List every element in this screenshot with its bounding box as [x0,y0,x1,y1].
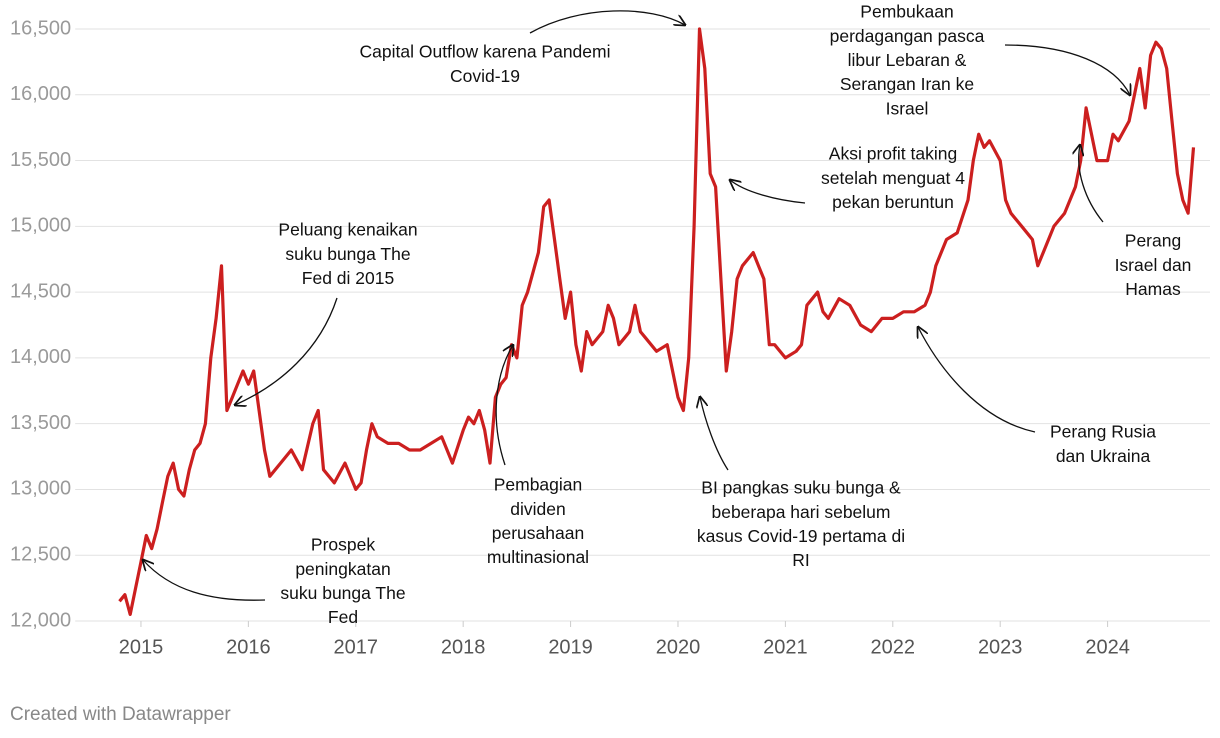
annotation-text: suku bunga The [285,244,410,264]
annotation-text: Israel [886,98,929,118]
x-tick-label: 2022 [871,636,916,658]
annotation-text: kasus Covid-19 pertama di [697,526,905,546]
x-tick-label: 2020 [656,636,701,658]
annotation-text: Fed [328,607,358,627]
y-tick-label: 16,000 [10,83,71,105]
label-bg [8,609,76,632]
label-bg [8,346,76,369]
arrow [529,10,685,34]
y-tick-label: 12,000 [10,609,71,631]
x-tick-label: 2015 [119,636,164,658]
y-tick-label: 13,500 [10,412,71,434]
arrow [700,397,729,471]
annotation-text: Serangan Iran ke [840,74,974,94]
arrow [1004,44,1130,95]
annotation-text: peningkatan [295,559,390,579]
plot [118,27,1196,616]
y-tick-label: 12,500 [10,544,71,566]
y-tick-label: 13,000 [10,478,71,500]
annotation-text: setelah menguat 4 [821,168,965,188]
label-bg [8,411,76,434]
x-tick-label: 2023 [978,636,1023,658]
annotation-text: libur Lebaran & [848,50,967,70]
footer: Created with Datawrapper [10,704,231,725]
x-tick-label: 2021 [763,636,808,658]
label-bg [8,543,76,566]
grid: 12,000 12,500 13,000 13,500 14,000 14,500 15,0… [8,17,1210,658]
annotation-text: Pembukaan [860,2,953,22]
annotation-text: dividen [510,499,565,519]
arrow [730,180,806,204]
y-tick-label: 15,500 [10,149,71,171]
x-tick-label: 2018 [441,636,486,658]
annotation-text: Covid-19 [450,66,520,86]
annotation-text: beberapa hari sebelum [711,502,890,522]
y-tick-label: 15,000 [10,215,71,237]
annotation-text: RI [792,550,810,570]
annotation-text: Hamas [1125,279,1181,299]
annotation-text: perdagangan pasca [830,26,985,46]
annotation-text: Perang Rusia [1050,422,1156,442]
annotation-text: Israel dan [1115,255,1192,275]
annotation-text: suku bunga The [280,583,405,603]
annotation-text: BI pangkas suku bunga & [701,478,901,498]
arrow [495,345,513,466]
annotation-text: pekan beruntun [832,192,954,212]
annotation-text: dan Ukraina [1056,446,1151,466]
y-tick-label: 14,000 [10,346,71,368]
x-tick-label: 2016 [226,636,271,658]
label-bg [8,280,76,303]
annotation-text: perusahaan [492,523,584,543]
annotation-text: Prospek [311,535,375,555]
label-bg [8,148,76,171]
annotation-text: Pembagian [494,475,583,495]
annotation-arrows [143,10,1130,601]
arrow [143,560,266,601]
annotation-text: Fed di 2015 [302,268,394,288]
annotation-text: Perang [1125,231,1181,251]
annotation-text: Capital Outflow karena Pandemi [360,42,611,62]
x-tick-label: 2024 [1085,636,1130,658]
y-tick-label: 16,500 [10,17,71,39]
x-tick-label: 2017 [334,636,379,658]
annotation-text: multinasional [487,547,589,567]
arrow [235,297,338,405]
arrow [918,327,1036,433]
annotations: Capital Outflow karena Pandemi Covid-19 Pe… [278,2,1191,628]
y-tick-label: 14,500 [10,280,71,302]
line [118,27,1196,616]
label-bg [8,214,76,237]
label-bg [8,17,76,40]
annotation-text: Aksi profit taking [829,144,957,164]
label-bg [8,477,76,500]
arrow [1079,145,1104,223]
label-bg [8,83,76,106]
annotation-text: Peluang kenaikan [278,220,417,240]
x-tick-label: 2019 [548,636,593,658]
